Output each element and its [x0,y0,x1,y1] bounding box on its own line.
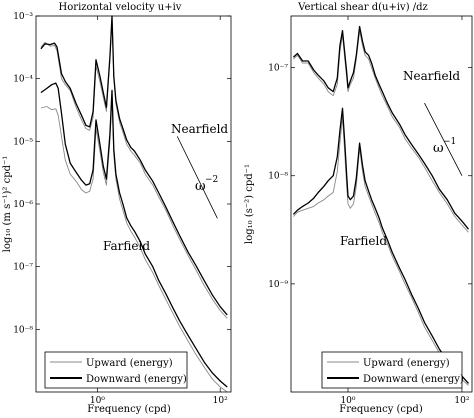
y-tick-label: 10⁻⁶ [13,200,33,210]
plot-frame [290,15,473,393]
x-tick-label: 10² [454,396,469,406]
nearfield-upward-energy-line [293,30,469,233]
legend: Upward (energy) Downward (energy) [321,351,464,389]
plot-lines [292,25,470,386]
plot-lines [40,15,228,393]
axis-ticks: 10⁻⁹ 10⁻⁸ 10⁻⁷ 10⁰ 10² [268,16,472,406]
y-tick-label: 10⁻⁸ [13,325,33,335]
annotation-omega: ω [195,179,206,194]
legend-box [44,351,188,389]
annotation-omega-exponent: −2 [205,175,218,185]
y-axis-label: log₁₀ (s⁻²) cpd⁻¹ [244,164,255,244]
y-tick-label: 10⁻⁷ [268,64,288,74]
plot-frame [35,15,232,393]
farfield-downward-energy-line [40,82,228,388]
annotation-omega: ω [433,141,444,156]
annotation-nearfield: Nearfield [171,122,228,136]
y-tick-label: 10⁻⁷ [13,263,33,273]
x-tick-label: 10⁰ [340,396,355,406]
nearfield-downward-energy-line [292,25,470,230]
vertical-shear-panel: Vertical shear d(u+iv) /dz 10⁻⁹10⁻⁸10⁻⁷1… [244,2,473,415]
chart-title: Horizontal velocity u+iv [59,2,182,13]
legend: Upward (energy) Downward (energy) [44,351,188,389]
x-tick-label: 10² [213,396,228,406]
axis-ticks: 10⁻⁸ 10⁻⁷ 10⁻⁶ 10⁻⁵ 10⁻⁴ 10⁻³ 10⁰ 10² [13,12,231,406]
horizontal-velocity-panel: Horizontal velocity u+iv 10⁻⁸10⁻⁷10⁻⁶10⁻… [2,2,232,415]
farfield-upward-energy-line [293,116,469,386]
x-axis-label: Frequency (cpd) [339,404,423,415]
legend-box [321,351,463,389]
annotation-farfield: Farfield [340,234,387,248]
y-tick-label: 10⁻⁸ [268,172,288,182]
annotation-farfield: Farfield [103,239,150,253]
annotation-omega-exponent: −1 [443,137,456,147]
chart-title: Vertical shear d(u+iv) /dz [297,2,428,13]
x-tick-label: 10⁰ [90,396,105,406]
x-axis-label: Frequency (cpd) [87,404,171,415]
legend-label-downward: Downward (energy) [86,374,187,385]
slope-reference-line [176,136,218,219]
slope-reference-line [424,102,463,176]
y-tick-label: 10⁻⁵ [13,137,33,147]
annotation-nearfield: Nearfield [403,69,460,83]
y-axis-label: log₁₀ (m s⁻¹)² cpd⁻¹ [2,156,13,253]
y-tick-label: 10⁻⁴ [13,75,33,85]
legend-label-upward: Upward (energy) [363,358,450,369]
nearfield-downward-energy-line [40,15,228,316]
y-tick-label: 10⁻⁹ [268,280,288,290]
farfield-downward-energy-line [292,107,469,384]
legend-label-upward: Upward (energy) [86,358,173,369]
legend-label-downward: Downward (energy) [363,374,464,385]
y-tick-label: 10⁻³ [13,12,33,22]
nearfield-upward-energy-line [40,18,228,319]
